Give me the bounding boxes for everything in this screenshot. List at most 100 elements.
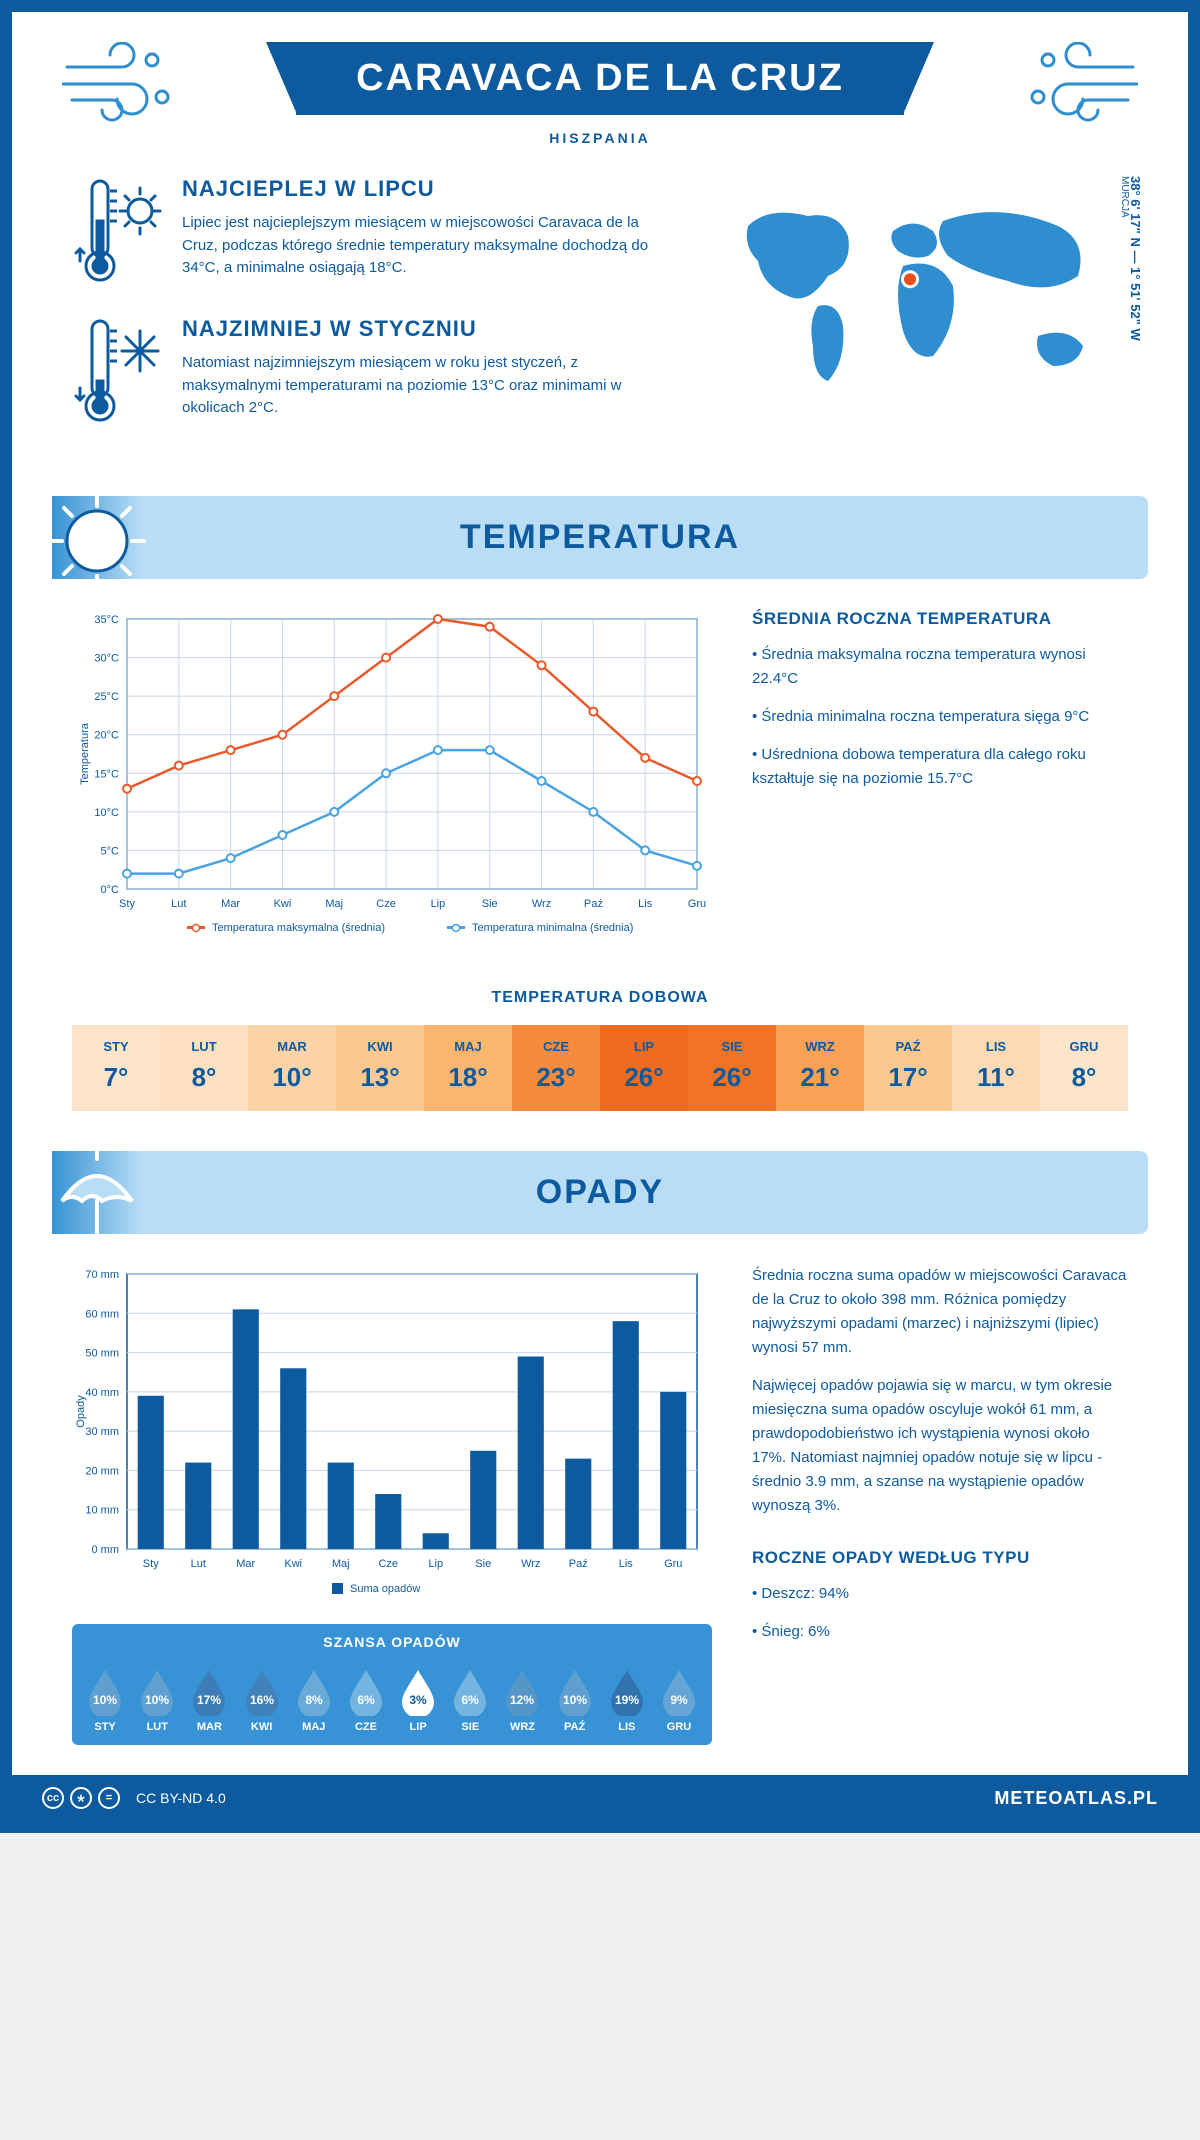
precip-info-1: Średnia roczna suma opadów w miejscowośc…	[752, 1264, 1128, 1360]
daily-temp-cell: CZE23°	[512, 1025, 600, 1111]
precip-body: 0 mm10 mm20 mm30 mm40 mm50 mm60 mm70 mmO…	[12, 1234, 1188, 1775]
chance-cell: 6%SIE	[445, 1666, 495, 1733]
map-block: MURCJA 38° 6' 17" N — 1° 51' 52" W	[708, 176, 1128, 456]
svg-text:Lut: Lut	[191, 1558, 206, 1570]
svg-text:70 mm: 70 mm	[85, 1269, 119, 1281]
precip-section-bar: OPADY	[52, 1151, 1148, 1234]
precip-title: OPADY	[536, 1173, 664, 1211]
svg-text:16%: 16%	[250, 1693, 274, 1707]
svg-text:Sty: Sty	[143, 1558, 159, 1570]
svg-text:30°C: 30°C	[94, 653, 119, 665]
temperature-section-bar: TEMPERATURA	[52, 496, 1148, 579]
svg-text:Sty: Sty	[119, 898, 135, 910]
wind-icon-right	[1018, 42, 1138, 122]
precip-info-2: Najwięcej opadów pojawia się w marcu, w …	[752, 1374, 1128, 1518]
svg-text:Wrz: Wrz	[521, 1558, 540, 1570]
cc-icon: cc	[42, 1787, 64, 1809]
hot-title: NAJCIEPLEJ W LIPCU	[182, 176, 668, 202]
svg-text:Sie: Sie	[482, 898, 498, 910]
wind-icon-left	[62, 42, 182, 122]
page-title: CARAVACA DE LA CRUZ	[296, 42, 904, 115]
svg-text:0 mm: 0 mm	[92, 1544, 120, 1556]
temperature-title: TEMPERATURA	[460, 518, 740, 556]
svg-text:Temperatura: Temperatura	[79, 722, 91, 785]
svg-text:Cze: Cze	[376, 898, 396, 910]
svg-text:12%: 12%	[510, 1693, 534, 1707]
svg-text:50 mm: 50 mm	[85, 1348, 119, 1360]
svg-text:25°C: 25°C	[94, 691, 119, 703]
svg-text:Lis: Lis	[619, 1558, 634, 1570]
daily-temp-cell: MAJ18°	[424, 1025, 512, 1111]
chance-cell: 16%KWI	[237, 1666, 287, 1733]
daily-temp-cell: STY7°	[72, 1025, 160, 1111]
svg-text:Paź: Paź	[569, 1558, 588, 1570]
svg-text:Maj: Maj	[332, 1558, 350, 1570]
cold-block: NAJZIMNIEJ W STYCZNIU Natomiast najzimni…	[72, 316, 668, 426]
svg-text:Cze: Cze	[378, 1558, 398, 1570]
svg-text:8%: 8%	[305, 1693, 323, 1707]
svg-text:Suma opadów: Suma opadów	[350, 1583, 420, 1595]
chance-cell: 10%PAŹ	[550, 1666, 600, 1733]
daily-temp-cell: PAŹ17°	[864, 1025, 952, 1111]
svg-text:Wrz: Wrz	[532, 898, 551, 910]
svg-text:Lip: Lip	[431, 898, 446, 910]
svg-text:40 mm: 40 mm	[85, 1387, 119, 1399]
svg-text:Gru: Gru	[664, 1558, 682, 1570]
svg-text:Paź: Paź	[584, 898, 603, 910]
chance-cell: 10%STY	[80, 1666, 130, 1733]
svg-text:15°C: 15°C	[94, 768, 119, 780]
svg-text:17%: 17%	[197, 1693, 221, 1707]
svg-text:0°C: 0°C	[101, 884, 120, 896]
svg-text:Maj: Maj	[325, 898, 343, 910]
precip-chance-box: SZANSA OPADÓW 10%STY10%LUT17%MAR16%KWI8%…	[72, 1624, 712, 1745]
svg-text:6%: 6%	[462, 1693, 480, 1707]
svg-text:Temperatura minimalna (średnia: Temperatura minimalna (średnia)	[472, 922, 633, 934]
daily-temp-title: TEMPERATURA DOBOWA	[12, 989, 1188, 1007]
svg-text:Temperatura maksymalna (średni: Temperatura maksymalna (średnia)	[212, 922, 385, 934]
coordinates: 38° 6' 17" N — 1° 51' 52" W	[1128, 176, 1143, 341]
infographic-page: CARAVACA DE LA CRUZ HISZPANIA	[0, 0, 1200, 1833]
daily-temp-row: STY7°LUT8°MAR10°KWI13°MAJ18°CZE23°LIP26°…	[72, 1025, 1128, 1111]
temp-info-1: • Średnia maksymalna roczna temperatura …	[752, 643, 1128, 691]
svg-text:Kwi: Kwi	[284, 1558, 302, 1570]
svg-text:20°C: 20°C	[94, 730, 119, 742]
temperature-body: 0°C5°C10°C15°C20°C25°C30°C35°CStyLutMarK…	[12, 579, 1188, 979]
by-icon: 🞰	[70, 1787, 92, 1809]
footer: cc 🞰 = CC BY-ND 4.0 METEOATLAS.PL	[12, 1775, 1188, 1821]
daily-temp-cell: SIE26°	[688, 1025, 776, 1111]
hot-text: Lipiec jest najcieplejszym miesiącem w m…	[182, 212, 668, 280]
precip-type-title: ROCZNE OPADY WEDŁUG TYPU	[752, 1548, 1128, 1568]
svg-text:3%: 3%	[409, 1693, 427, 1707]
daily-temp-cell: LIS11°	[952, 1025, 1040, 1111]
svg-text:10°C: 10°C	[94, 807, 119, 819]
chance-cell: 12%WRZ	[497, 1666, 547, 1733]
daily-temp-cell: LIP26°	[600, 1025, 688, 1111]
thermometer-cold-icon	[72, 316, 162, 426]
chance-cell: 19%LIS	[602, 1666, 652, 1733]
thermometer-hot-icon	[72, 176, 162, 286]
svg-text:Opady: Opady	[75, 1395, 87, 1428]
cold-text: Natomiast najzimniejszym miesiącem w rok…	[182, 352, 668, 420]
svg-text:10 mm: 10 mm	[85, 1505, 119, 1517]
world-map	[708, 176, 1128, 416]
svg-text:Lis: Lis	[638, 898, 653, 910]
daily-temp-cell: MAR10°	[248, 1025, 336, 1111]
chance-cell: 9%GRU	[654, 1666, 704, 1733]
svg-text:Gru: Gru	[688, 898, 706, 910]
svg-text:10%: 10%	[145, 1693, 169, 1707]
license-badges: cc 🞰 = CC BY-ND 4.0	[42, 1787, 226, 1809]
chance-cell: 10%LUT	[132, 1666, 182, 1733]
temp-info-title: ŚREDNIA ROCZNA TEMPERATURA	[752, 609, 1128, 629]
svg-text:19%: 19%	[615, 1693, 639, 1707]
svg-text:10%: 10%	[563, 1693, 587, 1707]
precip-bar-chart: 0 mm10 mm20 mm30 mm40 mm50 mm60 mm70 mmO…	[72, 1264, 712, 1604]
sun-icon	[42, 486, 152, 596]
svg-text:Lut: Lut	[171, 898, 186, 910]
intro-section: NAJCIEPLEJ W LIPCU Lipiec jest najcieple…	[12, 176, 1188, 496]
svg-text:Kwi: Kwi	[274, 898, 292, 910]
daily-temp-cell: WRZ21°	[776, 1025, 864, 1111]
svg-text:30 mm: 30 mm	[85, 1426, 119, 1438]
page-subtitle: HISZPANIA	[12, 130, 1188, 146]
precip-info: Średnia roczna suma opadów w miejscowośc…	[752, 1264, 1128, 1745]
svg-text:20 mm: 20 mm	[85, 1465, 119, 1477]
